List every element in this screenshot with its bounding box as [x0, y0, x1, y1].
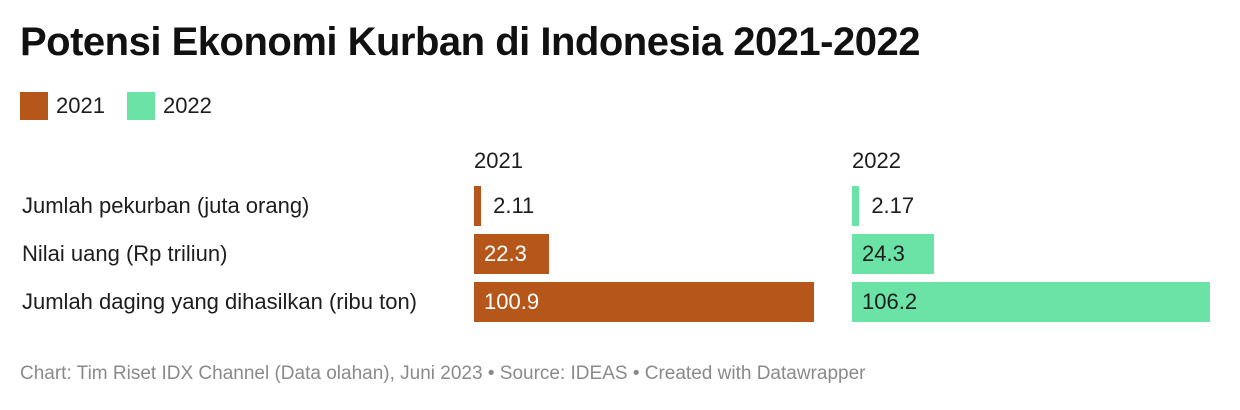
column-header-2021: 2021	[474, 148, 523, 173]
legend-label-2022: 2022	[162, 93, 212, 118]
row-label-nilai-uang: Nilai uang (Rp triliun)	[22, 241, 228, 266]
legend: 2021 2022	[20, 92, 234, 120]
value-label-2022-1: 24.3	[862, 241, 905, 266]
chart-title: Potensi Ekonomi Kurban di Indonesia 2021…	[20, 20, 920, 64]
bar-2022-1	[852, 234, 934, 274]
legend-item-2022: 2022	[126, 92, 212, 120]
bar-2021-1	[474, 234, 550, 274]
legend-label-2021: 2021	[56, 93, 105, 118]
value-label-2021-0: 2.11	[493, 193, 535, 218]
column-header-2022: 2022	[852, 148, 901, 173]
chart-footer: Chart: Tim Riset IDX Channel (Data olaha…	[20, 363, 866, 384]
bar-2021-0	[474, 186, 482, 226]
row-label-pekurban: Jumlah pekurban (juta orang)	[22, 193, 310, 218]
value-label-2022-2: 106.2	[862, 289, 918, 314]
value-label-2021-2: 100.9	[484, 289, 540, 314]
value-label-2022-0: 2.17	[871, 193, 915, 218]
row-label-daging: Jumlah daging yang dihasilkan (ribu ton)	[22, 289, 418, 314]
value-label-2021-1: 22.3	[484, 241, 527, 266]
bar-2022-2	[852, 282, 1210, 322]
legend-item-2021: 2021	[20, 92, 105, 120]
bar-2021-2	[474, 282, 815, 322]
bar-2022-0	[852, 186, 860, 226]
legend-swatch-2021	[20, 92, 48, 120]
legend-swatch-2022	[126, 92, 155, 120]
